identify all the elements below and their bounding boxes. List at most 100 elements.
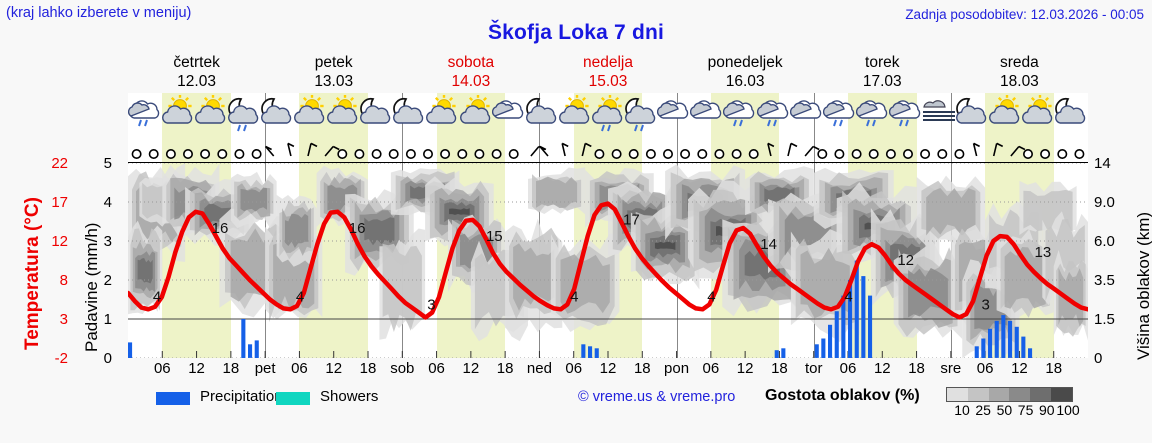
day-date: 12.03 (177, 73, 216, 90)
precipitation-tick: 2 (103, 272, 112, 289)
day-header-ponedeljek: ponedeljek 16.03 (677, 53, 814, 91)
cloud-density-tick-label: 100 (1056, 402, 1080, 418)
day-name: nedelja (582, 54, 633, 71)
x-axis-tick-label: 18 (496, 360, 514, 377)
weather-icon-cloud-rain (888, 95, 923, 137)
weather-icon-cloud-rain (756, 95, 791, 137)
weather-icon-cloud (789, 95, 824, 137)
forecast-plot: 4164163154174144123134 (127, 93, 1088, 358)
day-date: 14.03 (451, 73, 491, 90)
weather-icon-moon-cloud-rain (227, 95, 261, 137)
x-axis-tick-label: 18 (359, 360, 377, 377)
day-header-sreda: sreda 18.03 (951, 53, 1088, 91)
weather-icon-sun-cloud (459, 95, 493, 137)
weather-icon-cloud-rain (855, 95, 890, 137)
day-date: 15.03 (588, 73, 628, 90)
cloud-height-tick: 3.5 (1094, 272, 1115, 289)
cloud-density-layer (128, 163, 1088, 358)
precipitation-bars-layer (128, 260, 1033, 358)
x-axis-tick-label: 12 (188, 360, 205, 377)
day-separator (402, 93, 404, 162)
temperature-tick: 3 (59, 311, 68, 328)
day-header-četrtek: četrtek 12.03 (128, 53, 265, 91)
chart-legend: Precipitation Showers © vreme.us & vreme… (128, 387, 1144, 420)
day-date: 13.03 (314, 73, 354, 90)
x-axis-tick-label: 12 (325, 360, 343, 377)
day-separator (676, 93, 678, 162)
weather-icon-moon (955, 95, 989, 137)
temperature-tick: -2 (54, 350, 68, 367)
precipitation-axis-ticks: 5 4 3 2 1 0 (96, 93, 112, 367)
day-separator (539, 93, 541, 162)
day-header-sobota: sobota 14.03 (402, 53, 539, 91)
temperature-tick: 22 (51, 155, 68, 172)
precipitation-tick: 4 (103, 194, 112, 211)
weather-icon-sun-cloud (161, 95, 195, 137)
weather-icon-cloud-rain (723, 95, 757, 137)
precipitation-tick: 3 (103, 233, 112, 250)
cloud-density-tick-labels: 10 25 50 75 90 100 (940, 402, 1080, 420)
weather-icon-sun-cloud (326, 95, 360, 137)
day-date: 18.03 (1000, 73, 1039, 90)
x-axis-tick-label: 06 (702, 360, 720, 377)
day-header-nedelja: nedelja 15.03 (539, 53, 676, 91)
precipitation-legend-label: Precipitation (200, 388, 283, 405)
x-axis-tick-label: 06 (839, 360, 857, 377)
x-axis-tick-label: tor (804, 360, 823, 377)
weather-icon-band (127, 93, 1088, 163)
x-axis-tick-label: 12 (873, 360, 891, 377)
temperature-tick: 17 (51, 194, 68, 211)
temperature-extreme-label: 3 (427, 296, 435, 313)
day-date: 16.03 (725, 73, 765, 90)
x-axis-tick-label: 12 (462, 360, 480, 377)
x-axis-tick-label: pon (664, 360, 690, 377)
cloud-height-axis-title: Višina oblakov (km) (1134, 211, 1152, 360)
weather-icon-moon-cloud (525, 95, 559, 137)
weather-icon-sun-cloud (194, 95, 228, 137)
showers-legend-label: Showers (320, 388, 379, 405)
day-separator (265, 93, 267, 162)
cloud-density-ramp-step (1051, 388, 1072, 401)
x-axis-tick-label: 06 (976, 360, 994, 377)
weather-icon-sun-cloud (988, 95, 1022, 137)
cloud-density-ramp-step (1009, 388, 1031, 401)
x-axis-tick-label: 12 (599, 360, 617, 377)
x-axis-tick-label: 06 (565, 360, 583, 377)
x-axis-tick-label: 12 (1011, 360, 1028, 377)
precipitation-legend-swatch (156, 392, 190, 405)
weather-icon-sun-cloud (293, 95, 327, 137)
day-separator (813, 93, 815, 162)
day-name: petek (314, 54, 353, 71)
cloud-height-tick: 1.5 (1094, 311, 1115, 328)
weather-icon-sun-cloud-rain (591, 95, 625, 137)
x-axis-tick-label: 18 (908, 360, 925, 377)
last-update-label: Zadnja posodobitev: 12.03.2026 - 00:05 (905, 7, 1144, 22)
day-date: 17.03 (862, 73, 902, 90)
day-name: četrtek (173, 54, 220, 71)
x-axis-tick-label: sre (940, 360, 962, 377)
chart-area: 4164163154174144123134 (128, 163, 1088, 358)
cloud-density-ramp-step (988, 388, 1010, 401)
cloud-density-ramp-step (947, 388, 968, 401)
cloud-density-tick-label: 50 (996, 402, 1013, 418)
precipitation-tick: 1 (103, 311, 112, 328)
cloud-density-color-ramp (946, 387, 1073, 402)
temperature-extreme-label: 15 (486, 228, 503, 245)
cloud-height-tick: 9.0 (1094, 194, 1115, 211)
cloud-density-ramp-step (967, 388, 989, 401)
cloud-density-ramp-step (1030, 388, 1052, 401)
weather-icon-cloud-rain (822, 95, 857, 137)
copyright-link[interactable]: © vreme.us & vreme.pro (578, 389, 736, 405)
cloud-density-tick-label: 10 (954, 402, 970, 418)
weather-icon-moon-cloud (260, 95, 294, 137)
precipitation-tick: 0 (103, 350, 112, 367)
weather-icon-sun-cloud (1021, 95, 1055, 137)
temperature-extreme-label: 4 (570, 288, 578, 305)
x-axis-tick-label: 06 (291, 360, 308, 377)
wind-barb-row (131, 142, 1085, 159)
x-axis-tick-label: 18 (222, 360, 240, 377)
weather-icon-sun-cloud (558, 95, 592, 137)
cloud-height-tick: 14 (1094, 155, 1111, 172)
showers-legend-swatch (276, 392, 310, 405)
cloud-density-tick-label: 25 (975, 402, 991, 418)
